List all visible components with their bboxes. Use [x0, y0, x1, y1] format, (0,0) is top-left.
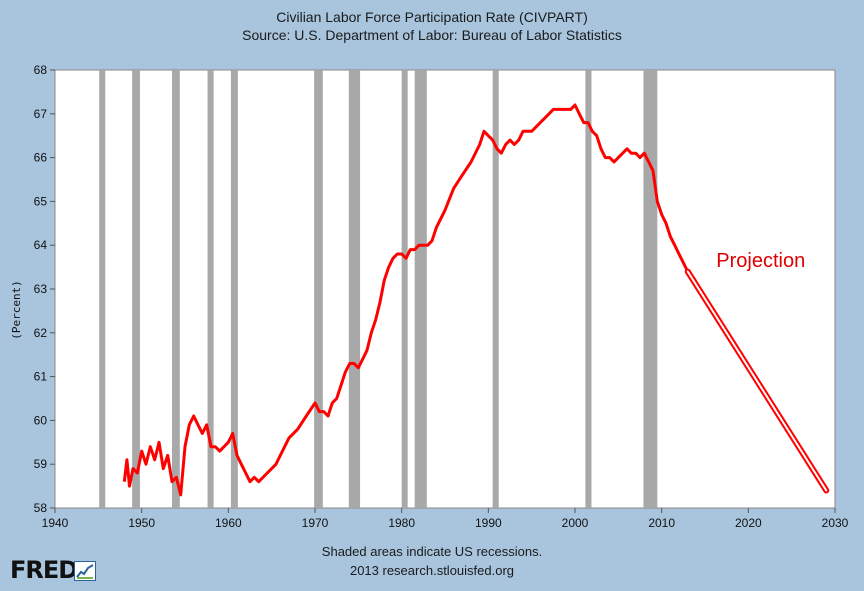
x-tick-label: 2030	[822, 516, 849, 530]
x-tick-label: 2020	[735, 516, 762, 530]
recession-band	[414, 70, 427, 508]
y-tick-label: 66	[34, 151, 48, 165]
recession-band	[314, 70, 323, 508]
recession-band	[643, 70, 658, 508]
series-layer	[122, 103, 830, 497]
projection-line-inner	[686, 270, 828, 492]
footer-note: Shaded areas indicate US recessions.	[321, 544, 543, 559]
y-tick-label: 65	[34, 194, 48, 208]
recession-band	[99, 70, 106, 508]
series-line-civpart	[122, 103, 690, 497]
recession-band	[207, 70, 214, 508]
y-axis-label: (Percent)	[10, 280, 23, 340]
y-tick-label: 61	[34, 370, 48, 384]
axes: 1940 1950 1960 1970 1980 1990 2000 2010 2020 2030…	[34, 63, 849, 530]
annotation-projection: Projection	[716, 250, 805, 272]
y-tick-label: 60	[34, 413, 48, 427]
recession-band	[230, 70, 238, 508]
plot-area	[54, 69, 836, 509]
recession-band	[585, 70, 592, 508]
chart-title: Civilian Labor Force Participation Rate …	[276, 9, 588, 25]
recession-band	[132, 70, 140, 508]
fred-chart-icon	[74, 561, 96, 581]
y-tick-label: 63	[34, 282, 48, 296]
recession-band	[172, 70, 180, 508]
x-tick-label: 1950	[128, 516, 155, 530]
y-tick-label: 59	[34, 457, 48, 471]
footer-source: 2013 research.stlouisfed.org	[349, 563, 515, 578]
x-tick-label: 1940	[42, 516, 69, 530]
y-tick-label: 58	[34, 501, 48, 515]
x-tick-label: 1980	[388, 516, 415, 530]
y-tick-label: 68	[34, 63, 48, 77]
x-tick-label: 1990	[475, 516, 502, 530]
chart-subtitle: Source: U.S. Department of Labor: Bureau…	[242, 27, 622, 43]
recession-band	[348, 70, 361, 508]
y-tick-label: 67	[34, 107, 48, 121]
y-tick-label: 62	[34, 326, 48, 340]
x-tick-label: 2010	[648, 516, 675, 530]
recession-band	[492, 70, 499, 508]
fred-logo[interactable]: FRED	[10, 556, 78, 584]
x-tick-label: 1960	[215, 516, 242, 530]
x-tick-label: 2000	[562, 516, 589, 530]
y-tick-label: 64	[34, 238, 48, 252]
recession-band	[401, 70, 408, 508]
x-tick-label: 1970	[302, 516, 329, 530]
